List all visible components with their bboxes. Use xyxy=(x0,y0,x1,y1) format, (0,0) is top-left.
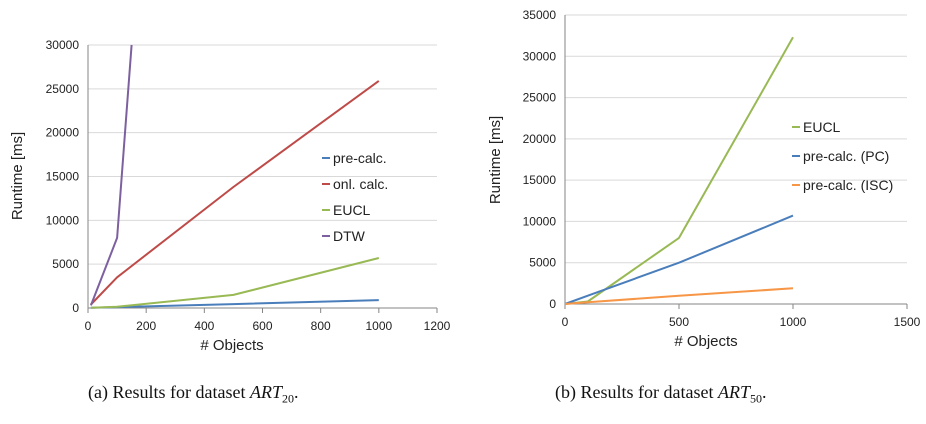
y-tick-label: 25000 xyxy=(46,82,80,96)
caption-b: (b) Results for dataset ART50. xyxy=(555,382,766,407)
caption-b-suffix: . xyxy=(761,382,767,402)
y-tick-label: 0 xyxy=(549,297,556,311)
caption-b-prefix: (b) Results for dataset xyxy=(555,382,718,402)
legend-label: EUCL xyxy=(803,119,841,135)
legend-label: pre-calc. xyxy=(333,150,387,166)
x-tick-label: 1000 xyxy=(365,319,392,333)
y-axis-label: Runtime [ms] xyxy=(487,116,504,204)
y-tick-label: 30000 xyxy=(523,49,557,63)
x-axis-label: # Objects xyxy=(200,337,263,354)
x-tick-label: 800 xyxy=(311,319,331,333)
series-line xyxy=(564,287,794,305)
series-line xyxy=(89,44,133,306)
x-tick-label: 0 xyxy=(85,319,92,333)
x-tick-label: 200 xyxy=(136,319,156,333)
x-tick-label: 400 xyxy=(194,319,214,333)
y-tick-label: 5000 xyxy=(52,257,79,271)
y-tick-label: 30000 xyxy=(46,38,80,52)
x-axis-label: # Objects xyxy=(674,333,737,350)
caption-a-suffix: . xyxy=(293,382,299,402)
x-tick-label: 1500 xyxy=(894,315,921,329)
y-tick-label: 20000 xyxy=(46,126,80,140)
legend-label: onl. calc. xyxy=(333,176,388,192)
series-line xyxy=(90,299,379,309)
y-tick-label: 20000 xyxy=(523,132,557,146)
x-tick-label: 1000 xyxy=(780,315,807,329)
series-line xyxy=(564,214,794,305)
y-tick-label: 15000 xyxy=(523,173,557,187)
caption-a-sub: 20 xyxy=(281,391,294,406)
y-tick-label: 15000 xyxy=(46,170,80,184)
x-tick-label: 600 xyxy=(252,319,272,333)
caption-a-var: ART xyxy=(249,382,282,402)
legend-label: pre-calc. (ISC) xyxy=(803,177,893,193)
legend-label: pre-calc. (PC) xyxy=(803,148,889,164)
y-axis-label: Runtime [ms] xyxy=(9,132,26,220)
y-tick-label: 35000 xyxy=(523,8,557,22)
y-tick-label: 0 xyxy=(72,301,79,315)
caption-b-sub: 50 xyxy=(749,391,762,406)
y-tick-label: 25000 xyxy=(523,91,557,105)
legend-label: EUCL xyxy=(333,202,371,218)
x-tick-label: 500 xyxy=(669,315,689,329)
caption-b-var: ART xyxy=(717,382,750,402)
series-line xyxy=(90,80,380,306)
caption-a-prefix: (a) Results for dataset xyxy=(88,382,250,402)
chart-b: 0 5000 10000 15000 20000 25000 30000 35000 0 500 1… xyxy=(487,8,921,350)
caption-a: (a) Results for dataset ART20. xyxy=(88,382,298,407)
y-tick-label: 10000 xyxy=(46,213,80,227)
chart-a: 0 5000 10000 15000 20000 25000 30000 0 200 400 600… xyxy=(9,38,451,354)
y-tick-label: 10000 xyxy=(523,214,557,228)
legend-label: DTW xyxy=(333,228,366,244)
x-tick-label: 1200 xyxy=(424,319,451,333)
series-line xyxy=(564,36,794,305)
series-line xyxy=(90,257,380,309)
x-tick-label: 0 xyxy=(562,315,569,329)
y-tick-label: 5000 xyxy=(529,256,556,270)
